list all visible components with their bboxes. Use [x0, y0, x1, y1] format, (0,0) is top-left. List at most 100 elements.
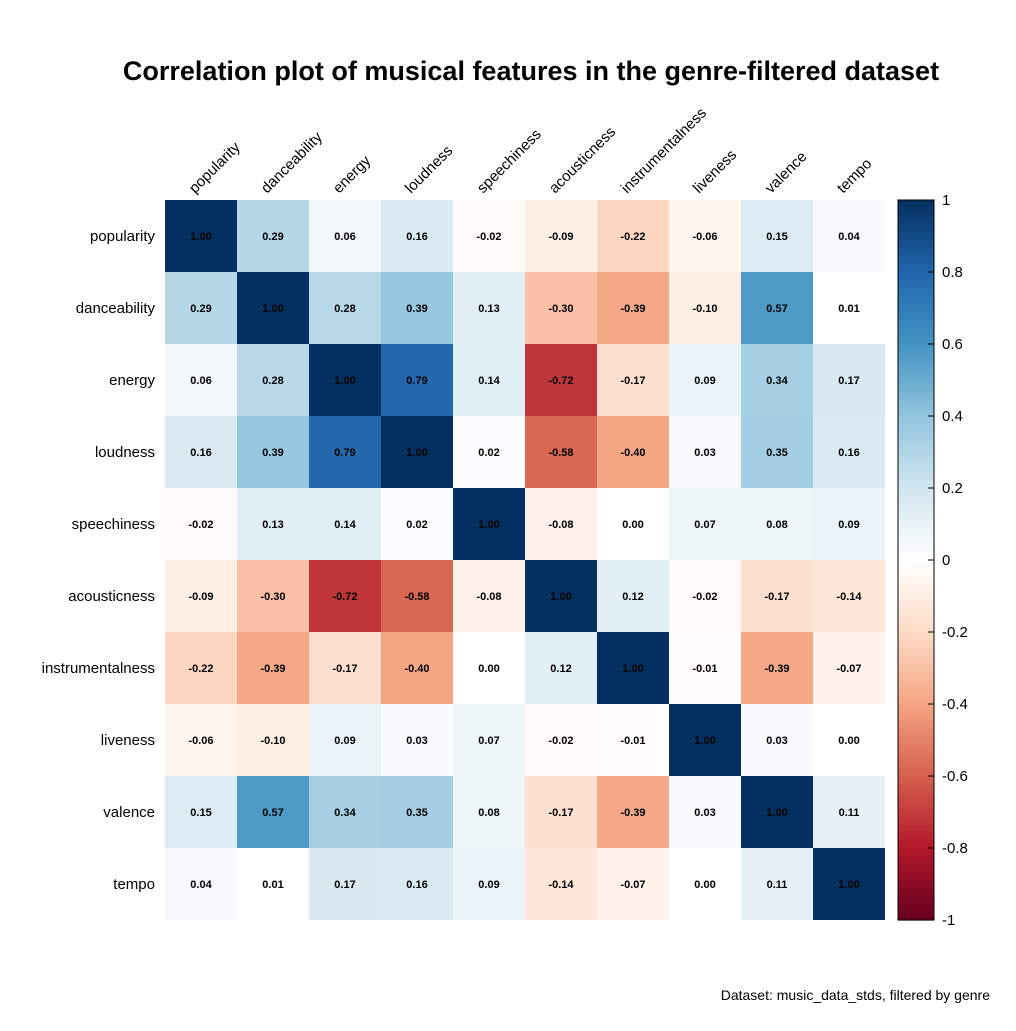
colorbar-segment: [898, 203, 934, 208]
colorbar-segment: [898, 592, 934, 597]
cell-value-label: -0.02: [548, 735, 573, 747]
row-label: tempo: [113, 876, 155, 893]
colorbar-segment: [898, 761, 934, 766]
colorbar-segment: [898, 333, 934, 338]
heatmap-cell: [381, 848, 453, 920]
colorbar-segment: [898, 513, 934, 518]
cell-value-label: 0.00: [838, 735, 859, 747]
colorbar-segment: [898, 898, 934, 903]
colorbar-segment: [898, 315, 934, 320]
colorbar-segment: [898, 599, 934, 604]
heatmap-cells: 1.00 0.29 0.06 0.16 -0.02 -0.09 -0.22 -0.06 0.15…: [165, 200, 885, 920]
heatmap-cell: [381, 488, 453, 560]
colorbar-segment: [898, 833, 934, 838]
column-label: danceability: [258, 128, 326, 196]
cell-value-label: 0.29: [262, 231, 283, 243]
colorbar-segment: [898, 790, 934, 795]
colorbar-segment: [898, 531, 934, 536]
colorbar-segment: [898, 351, 934, 356]
heatmap-cell: [597, 848, 669, 920]
cell-value-label: 1.00: [478, 519, 499, 531]
heatmap-cell: [669, 704, 741, 776]
heatmap-cell: [453, 488, 525, 560]
colorbar-segment: [898, 520, 934, 525]
cell-value-label: 1.00: [838, 879, 859, 891]
colorbar-segment: [898, 473, 934, 478]
cell-value-label: 0.03: [406, 735, 427, 747]
heatmap-cell: [453, 200, 525, 272]
colorbar-segment: [898, 300, 934, 305]
cell-value-label: 0.02: [406, 519, 427, 531]
heatmap-cell: [309, 200, 381, 272]
heatmap-cell: [813, 416, 885, 488]
colorbar-segment: [898, 484, 934, 489]
cell-value-label: -0.39: [620, 303, 645, 315]
heatmap-cell: [453, 272, 525, 344]
colorbar-segment: [898, 293, 934, 298]
heatmap-cell: [669, 416, 741, 488]
colorbar-segment: [898, 671, 934, 676]
cell-value-label: -0.30: [548, 303, 573, 315]
cell-value-label: 0.09: [478, 879, 499, 891]
heatmap-cell: [597, 560, 669, 632]
colorbar-segment: [898, 639, 934, 644]
cell-value-label: -0.22: [188, 663, 213, 675]
heatmap-cell: [165, 488, 237, 560]
heatmap-cell: [525, 344, 597, 416]
row-label: liveness: [101, 732, 155, 749]
colorbar-segment: [898, 873, 934, 878]
heatmap-cell: [669, 272, 741, 344]
cell-value-label: 1.00: [550, 591, 571, 603]
heatmap-cell: [381, 416, 453, 488]
colorbar-segment: [898, 902, 934, 907]
colorbar-segment: [898, 650, 934, 655]
colorbar-segment: [898, 308, 934, 313]
heatmap-cell: [597, 416, 669, 488]
cell-value-label: 0.04: [190, 879, 212, 891]
row-label: popularity: [90, 228, 156, 245]
colorbar-segment: [898, 560, 934, 565]
heatmap-cell: [237, 344, 309, 416]
colorbar-segment: [898, 556, 934, 561]
colorbar-segment: [898, 635, 934, 640]
colorbar-segment: [898, 754, 934, 759]
cell-value-label: -0.39: [620, 807, 645, 819]
colorbar-segment: [898, 362, 934, 367]
colorbar-segment: [898, 347, 934, 352]
heatmap-cell: [237, 416, 309, 488]
cell-value-label: 0.15: [766, 231, 787, 243]
heatmap-cell: [813, 488, 885, 560]
row-labels: popularity danceability energy loudness spee…: [42, 228, 156, 893]
cell-value-label: 1.00: [190, 231, 211, 243]
colorbar-segment: [898, 246, 934, 251]
colorbar-segment: [898, 664, 934, 669]
colorbar-segment: [898, 228, 934, 233]
colorbar-segment: [898, 491, 934, 496]
colorbar-segment: [898, 552, 934, 557]
colorbar-segment: [898, 516, 934, 521]
row-label: speechiness: [72, 516, 155, 533]
colorbar-segment: [898, 207, 934, 212]
colorbar-segment: [898, 264, 934, 269]
heatmap-cell: [453, 848, 525, 920]
colorbar-segment: [898, 837, 934, 842]
heatmap-cell: [813, 272, 885, 344]
colorbar-segment: [898, 398, 934, 403]
colorbar-segment: [898, 563, 934, 568]
heatmap-cell: [165, 848, 237, 920]
cell-value-label: 0.16: [190, 447, 211, 459]
colorbar-segment: [898, 624, 934, 629]
heatmap-cell: [741, 488, 813, 560]
cell-value-label: 0.29: [190, 303, 211, 315]
colorbar-segment: [898, 261, 934, 266]
heatmap-cell: [309, 848, 381, 920]
cell-value-label: 0.79: [334, 447, 355, 459]
colorbar-tick-label: -0.4: [942, 696, 968, 713]
colorbar-segment: [898, 736, 934, 741]
colorbar-segment: [898, 830, 934, 835]
heatmap-cell: [381, 344, 453, 416]
colorbar-segment: [898, 354, 934, 359]
colorbar-segment: [898, 502, 934, 507]
cell-value-label: -0.17: [548, 807, 573, 819]
